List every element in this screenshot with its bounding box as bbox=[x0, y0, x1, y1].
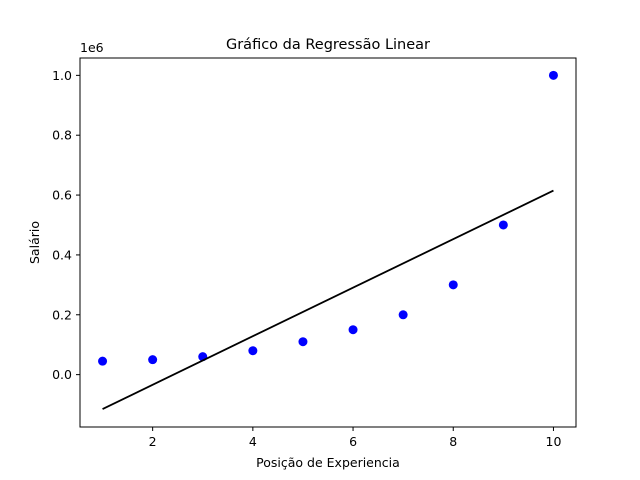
data-point bbox=[98, 356, 108, 366]
data-point bbox=[248, 346, 258, 356]
data-point bbox=[548, 70, 558, 80]
y-tick-label: 0.4 bbox=[52, 247, 72, 262]
y-axis: 0.0 0.2 0.4 0.6 0.8 1.0 bbox=[52, 68, 80, 382]
y-tick-label: 1.0 bbox=[52, 68, 72, 83]
x-tick-label: 10 bbox=[546, 434, 562, 449]
data-point bbox=[498, 220, 508, 230]
y-axis-label: Salário bbox=[27, 221, 42, 264]
data-point bbox=[398, 310, 408, 320]
x-axis-label: Posição de Experiencia bbox=[256, 455, 400, 470]
y-tick-label: 0.0 bbox=[52, 367, 72, 382]
y-tick-label: 0.6 bbox=[52, 188, 72, 203]
y-offset-label: 1e6 bbox=[80, 40, 104, 55]
data-point bbox=[448, 280, 458, 290]
x-tick-label: 2 bbox=[149, 434, 157, 449]
plot-area bbox=[98, 70, 558, 410]
regression-line bbox=[102, 189, 554, 410]
y-tick-label: 0.2 bbox=[52, 307, 72, 322]
data-point bbox=[298, 337, 308, 347]
data-point bbox=[348, 325, 358, 335]
x-axis: 2 4 6 8 10 bbox=[149, 427, 562, 449]
x-tick-label: 6 bbox=[349, 434, 357, 449]
chart-title: Gráfico da Regressão Linear bbox=[226, 37, 430, 53]
plot-frame bbox=[79, 57, 577, 428]
data-point bbox=[148, 355, 158, 365]
y-tick-label: 0.8 bbox=[52, 128, 72, 143]
x-tick-label: 8 bbox=[449, 434, 457, 449]
x-tick-label: 4 bbox=[249, 434, 257, 449]
